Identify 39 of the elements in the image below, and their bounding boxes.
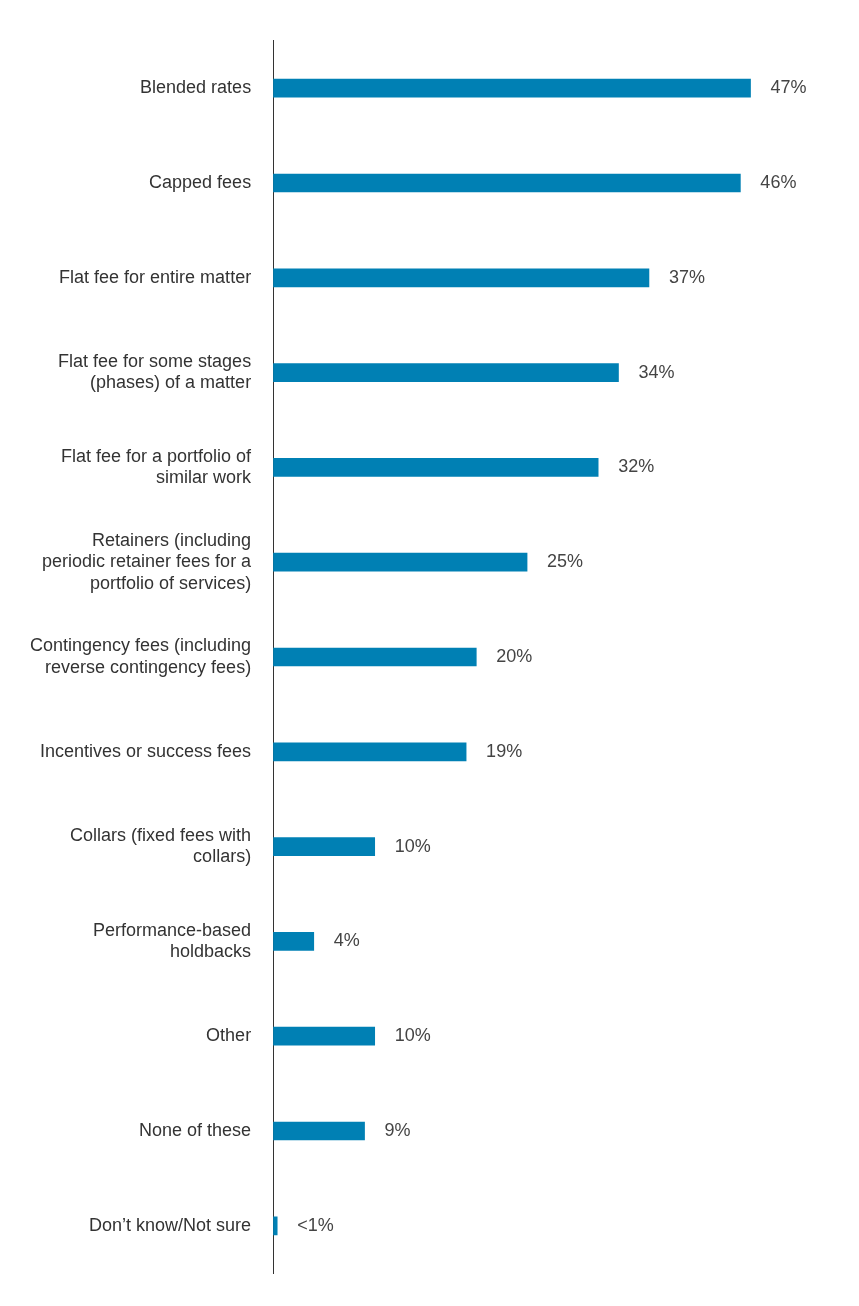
- data-label: 9%: [384, 1119, 411, 1140]
- y-tick-label: Incentives or success fees: [40, 740, 252, 761]
- y-tick-label: Flat fee for entire matter: [59, 266, 252, 287]
- y-tick-label: Performance-based holdbacks: [93, 919, 252, 962]
- bar: [273, 363, 619, 382]
- data-label: 19%: [486, 740, 523, 761]
- bar: [273, 932, 315, 951]
- y-tick-label: Capped fees: [149, 171, 252, 192]
- y-tick-label: Blended rates: [140, 77, 252, 98]
- data-label: 32%: [618, 456, 655, 477]
- bar: [273, 1216, 278, 1236]
- data-label: 20%: [496, 645, 533, 666]
- y-tick-label: Other: [206, 1025, 252, 1046]
- data-label: 4%: [333, 930, 360, 951]
- y-tick-label: None of these: [139, 1119, 252, 1140]
- bar: [273, 647, 477, 667]
- bar: [273, 552, 528, 572]
- y-tick-label: Collars (fixed fees with collars): [70, 824, 252, 867]
- y-tick-label: Retainers (including periodic retainer fees for a portfolio of services): [42, 529, 253, 593]
- y-tick-label: Contingency fees (including reverse contingency fees): [29, 635, 252, 677]
- bar: [273, 268, 650, 288]
- bar: [273, 837, 376, 856]
- data-label: 47%: [770, 77, 807, 98]
- data-label: 10%: [394, 835, 431, 856]
- bar: [273, 458, 599, 477]
- bar: [273, 1026, 376, 1046]
- data-label: 37%: [668, 266, 705, 287]
- bar: [273, 1121, 365, 1141]
- bar: [273, 78, 751, 98]
- data-label: 10%: [394, 1025, 431, 1046]
- bar: [273, 173, 741, 193]
- data-label: 34%: [638, 361, 675, 382]
- data-label: <1%: [297, 1214, 334, 1235]
- y-tick-label: Flat fee for some stages (phases) of a matter: [58, 350, 252, 393]
- y-tick-label: Flat fee for a portfolio of similar work: [61, 445, 253, 488]
- data-label: 46%: [760, 171, 797, 192]
- bar: [273, 742, 467, 762]
- data-label: 25%: [547, 551, 584, 572]
- y-tick-label: Don’t know/Not sure: [89, 1214, 252, 1235]
